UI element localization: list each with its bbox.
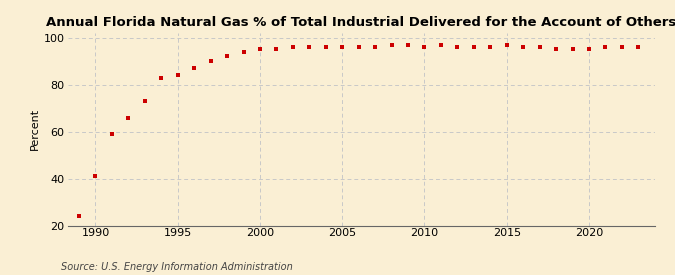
Title: Annual Florida Natural Gas % of Total Industrial Delivered for the Account of Ot: Annual Florida Natural Gas % of Total In… <box>46 16 675 29</box>
Text: Source: U.S. Energy Information Administration: Source: U.S. Energy Information Administ… <box>61 262 292 272</box>
Y-axis label: Percent: Percent <box>30 108 40 150</box>
